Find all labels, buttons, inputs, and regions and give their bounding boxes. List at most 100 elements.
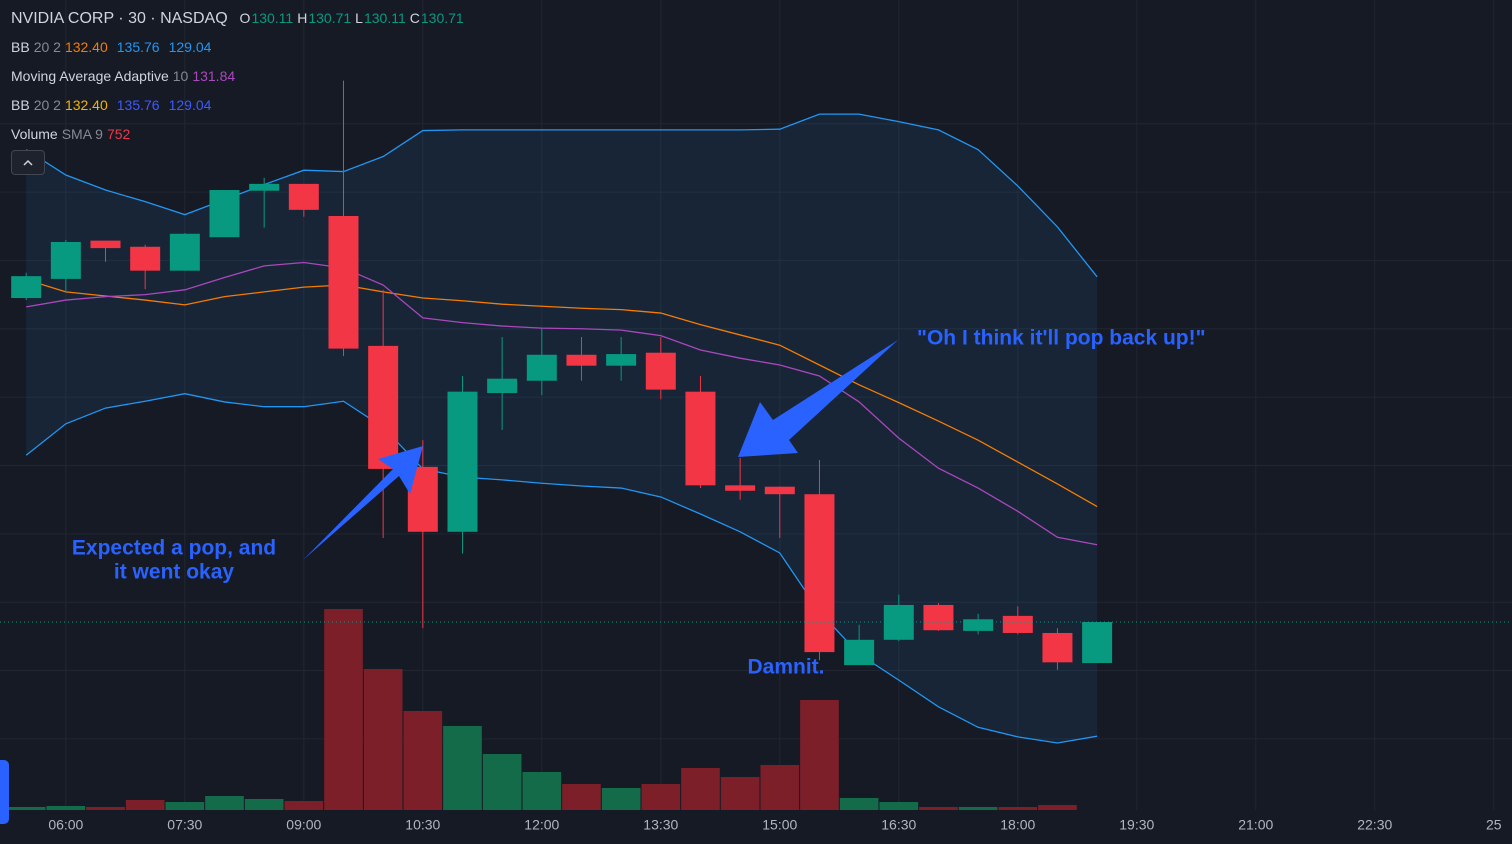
- volume-bar: [125, 800, 165, 810]
- indicator-row: BB 20 2 132.40 135.76 129.04: [11, 35, 472, 64]
- indicator-line: [26, 261, 1098, 546]
- candle-body: [487, 378, 518, 394]
- x-tick-label: 07:30: [167, 817, 202, 833]
- volume-bar: [482, 754, 522, 810]
- ohlc-value: 130.71: [420, 10, 464, 26]
- indicator-line: [25, 113, 1098, 278]
- candle-body: [328, 216, 359, 349]
- indicator-value: 135.76: [116, 39, 160, 55]
- x-tick-label: 18:00: [1000, 817, 1035, 833]
- indicator-value: 132.40: [64, 39, 108, 55]
- candle-body: [963, 619, 994, 631]
- volume-bar: [998, 807, 1038, 810]
- collapse-button[interactable]: [11, 150, 45, 175]
- indicator-value: 135.76: [116, 97, 160, 113]
- volume-bar: [205, 796, 244, 810]
- volume-bar: [403, 711, 443, 810]
- volume-bar: [562, 784, 601, 810]
- volume-bar: [244, 799, 284, 810]
- indicator-line: [25, 393, 1098, 744]
- indicator-params: SMA 9: [61, 126, 103, 142]
- plot-area: [0, 0, 1512, 810]
- time-axis: 06:00 07:30 09:00 10:30 12:00 13:30 15:00 16:30…: [48, 817, 1501, 833]
- candle-body: [368, 345, 399, 469]
- candle-body: [764, 486, 795, 495]
- candle-body: [249, 183, 280, 191]
- indicator-name: BB: [11, 97, 30, 113]
- indicator-value: 752: [106, 126, 131, 142]
- x-tick-label: 09:00: [286, 817, 321, 833]
- indicator-value: 129.04: [168, 39, 212, 55]
- indicator-row: Moving Average Adaptive 10 131.84: [11, 64, 472, 93]
- indicator-value: 132.40: [64, 97, 108, 113]
- indicator-params: 20 2: [33, 39, 61, 55]
- candle-body: [1002, 615, 1033, 633]
- volume-bar: [681, 768, 720, 810]
- arrow: [738, 340, 898, 457]
- annotation-arrows: [303, 340, 898, 560]
- volume-bar: [284, 801, 324, 810]
- volume-bar: [760, 765, 800, 810]
- ohlc-value: 130.11: [363, 10, 406, 26]
- indicator-row: Volume SMA 9 752: [11, 122, 472, 151]
- candle-body: [685, 391, 716, 486]
- band-fill: [26, 114, 1098, 744]
- symbol-row: NVIDIA CORP · 30 · NASDAQ O130.11 H130.71…: [11, 6, 472, 35]
- indicator-value: 129.04: [168, 97, 212, 113]
- volume-bar: [800, 700, 839, 810]
- candle-body: [50, 241, 81, 279]
- volume-bar: [46, 806, 86, 810]
- chevron-icon: [23, 159, 33, 166]
- ohlc-value: 130.71: [308, 10, 352, 26]
- x-tick-label: 06:00: [48, 817, 83, 833]
- candle-body: [11, 276, 42, 299]
- x-tick-label: 15:00: [762, 817, 797, 833]
- indicator-list: BB 20 2 132.40 135.76 129.04 Moving Average A…: [11, 35, 472, 151]
- indicator-name: Moving Average Adaptive: [11, 68, 169, 84]
- candle-body: [288, 183, 319, 210]
- candle-body: [130, 246, 161, 271]
- indicator-name: BB: [11, 39, 30, 55]
- ohlc: O130.11 H130.71 L130.11 C130.71: [240, 10, 468, 26]
- x-tick-label: 13:30: [643, 817, 678, 833]
- annotation: it went okay: [114, 561, 235, 584]
- volume-bar: [86, 807, 125, 810]
- candle-body: [1082, 622, 1113, 664]
- indicator-name: Volume: [11, 126, 58, 142]
- ohlc-value: 130.11: [251, 10, 294, 26]
- indicator-line: [25, 278, 1098, 508]
- volume-bar: [601, 788, 641, 810]
- annotation: Damnit.: [747, 656, 824, 679]
- ohlc-label: C: [409, 10, 420, 26]
- candle-body: [725, 485, 756, 491]
- x-tick-label: 19:30: [1119, 817, 1154, 833]
- volume-bar: [839, 798, 879, 810]
- side-widget[interactable]: [0, 760, 9, 824]
- volume-bar: [720, 777, 760, 810]
- volume-bar: [958, 807, 998, 810]
- candle-body: [923, 604, 954, 631]
- ohlc-label: O: [239, 10, 251, 26]
- candle-body: [209, 190, 240, 238]
- volume-bar: [1038, 805, 1077, 810]
- candle-body: [606, 354, 637, 366]
- x-tick-label: 25: [1486, 817, 1502, 833]
- ohlc-label: H: [297, 10, 308, 26]
- annotation: Expected a pop, and: [72, 537, 276, 560]
- indicator-row: BB 20 2 132.40 135.76 129.04: [11, 93, 472, 122]
- symbol: NVIDIA CORP · 30 · NASDAQ: [11, 10, 228, 27]
- volume-bar: [443, 726, 482, 810]
- indicator-params: 20 2: [33, 97, 61, 113]
- arrow: [303, 446, 423, 560]
- x-tick-label: 16:30: [881, 817, 916, 833]
- candle-body: [90, 240, 121, 249]
- candle-body: [566, 354, 597, 366]
- ohlc-label: L: [355, 10, 363, 26]
- volume-bar: [522, 772, 562, 810]
- indicator-params: 10: [172, 68, 189, 84]
